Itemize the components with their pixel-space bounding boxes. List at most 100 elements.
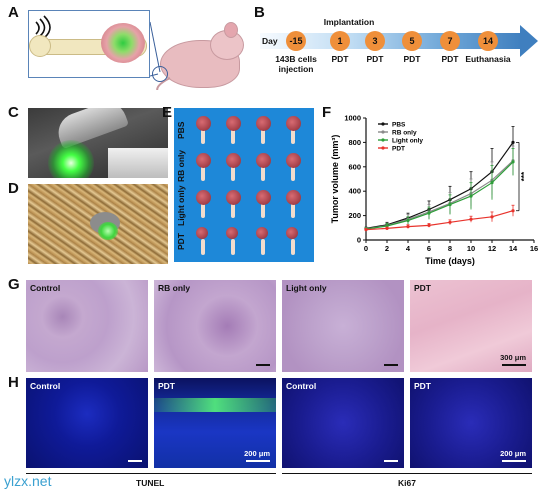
data-point [511, 209, 515, 213]
panel-label-e: E [162, 104, 173, 121]
he-rb-only-image: RB only [154, 280, 276, 372]
tumor-sample-bone [231, 239, 235, 255]
y-tick-label: 800 [348, 138, 361, 147]
data-point [469, 194, 473, 198]
tumor-sample [256, 227, 268, 239]
data-point [490, 181, 494, 185]
y-tick-label: 600 [348, 162, 361, 171]
tumor-sample-bone [261, 165, 265, 181]
timeline-day-4: 7 [440, 31, 460, 51]
tumor-sample-bone [201, 128, 205, 144]
timeline-event-1: PDT [331, 54, 349, 64]
panel-label-b: B [254, 4, 265, 21]
tumor-glow [101, 23, 145, 63]
x-tick-label: 2 [385, 244, 389, 253]
tumor-sample [196, 116, 211, 131]
tumor-sample [196, 190, 211, 205]
x-tick-label: 12 [488, 244, 496, 253]
data-point [469, 217, 473, 221]
data-point [490, 215, 494, 219]
tunel-positive-band [154, 398, 276, 412]
legend-label: PDT [392, 146, 405, 153]
excised-tumors-photo: PBS RB only Light only PDT [174, 108, 314, 262]
group-label-light-only: Light only [176, 185, 186, 227]
he-label-control: Control [30, 283, 61, 293]
tumor-sample [286, 190, 301, 205]
panel-label-g: G [8, 276, 20, 293]
group-label-pbs: PBS [176, 121, 186, 139]
timeline-event-2: PDT [366, 54, 384, 64]
he-light-only-image: Light only [282, 280, 404, 372]
timeline-day-2: 3 [365, 31, 385, 51]
ki67-control-image: Control [282, 378, 404, 468]
tumor-sample-bone [291, 128, 295, 144]
ki67-footer-label: Ki67 [398, 478, 416, 488]
x-tick-label: 10 [467, 244, 475, 253]
data-point [448, 220, 452, 224]
watermark-text: ylzx.net [4, 473, 52, 489]
timeline-event-5: Euthanasia [465, 54, 511, 64]
he-label-light-only: Light only [286, 283, 327, 293]
legend-marker [381, 122, 385, 126]
tumor-sample-bone [201, 239, 205, 255]
tumor-sample [286, 116, 301, 131]
legend-marker [381, 138, 385, 142]
tumor-sample-bone [291, 239, 295, 255]
tumor-sample-bone [261, 239, 265, 255]
series-line-3 [365, 210, 514, 231]
tumor-sample [226, 227, 238, 239]
data-point [385, 226, 389, 231]
tunel-pdt-image: PDT 200 μm [154, 378, 276, 468]
x-tick-label: 16 [530, 244, 538, 253]
tumor-volume-chart: 0 2 4 6 8 10 12 14 16 0 200 400 600 800 1000 Time (days… [328, 108, 552, 274]
he-scalebar-rb [256, 364, 270, 366]
tunel-scalebar-pdt [246, 460, 270, 462]
panel-label-h: H [8, 374, 19, 391]
series-line-0 [365, 142, 514, 229]
tumor-sample [286, 227, 298, 239]
group-label-rb-only: RB only [176, 149, 186, 183]
tunel-scale-text: 200 μm [244, 449, 270, 458]
he-label-pdt: PDT [414, 283, 431, 293]
timeline-event-0: 143B cells injection [275, 54, 317, 74]
he-label-rb-only: RB only [158, 283, 191, 293]
legend-marker [381, 146, 385, 150]
tunel-label-pdt: PDT [158, 381, 175, 391]
legend-label: Light only [392, 138, 423, 145]
tunel-group-line [26, 473, 276, 474]
tumor-sample-bone [201, 202, 205, 218]
y-tick-label: 400 [348, 187, 361, 196]
data-point [427, 223, 431, 227]
timeline-day-5: 14 [478, 31, 498, 51]
x-tick-label: 4 [406, 244, 411, 253]
legend-marker [381, 130, 385, 134]
y-axis-label: Tumor volume (mm³) [330, 135, 340, 224]
data-point [385, 224, 389, 228]
implantation-label: Implantation [323, 17, 375, 27]
tumor-sample [196, 227, 208, 239]
data-point [448, 203, 452, 207]
he-scalebar-light [384, 364, 398, 366]
tumor-sample [226, 153, 241, 168]
timeline-day-3: 5 [402, 31, 422, 51]
tumor-site-marker [152, 66, 168, 82]
tumor-sample-bone [201, 165, 205, 181]
data-point [406, 218, 410, 223]
x-axis-label: Time (days) [425, 256, 475, 266]
mouse-bedding-photo [28, 184, 168, 264]
tumor-sample [286, 153, 301, 168]
timeline-day-0: -15 [286, 31, 306, 51]
data-point [406, 224, 410, 229]
x-tick-label: 8 [448, 244, 452, 253]
panel-label-f: F [322, 104, 332, 121]
y-tick-label: 200 [348, 211, 361, 220]
x-tick-label: 6 [427, 244, 431, 253]
y-tick-label: 0 [357, 236, 361, 245]
ki67-pdt-image: PDT 200 μm [410, 378, 532, 468]
bone-end-left [29, 35, 51, 57]
tumor-sample-bone [231, 165, 235, 181]
panel-label-c: C [8, 104, 19, 121]
ki67-label-pdt: PDT [414, 381, 431, 391]
ki67-scalebar-pdt [502, 460, 526, 462]
bone-inset-illustration [28, 10, 150, 78]
